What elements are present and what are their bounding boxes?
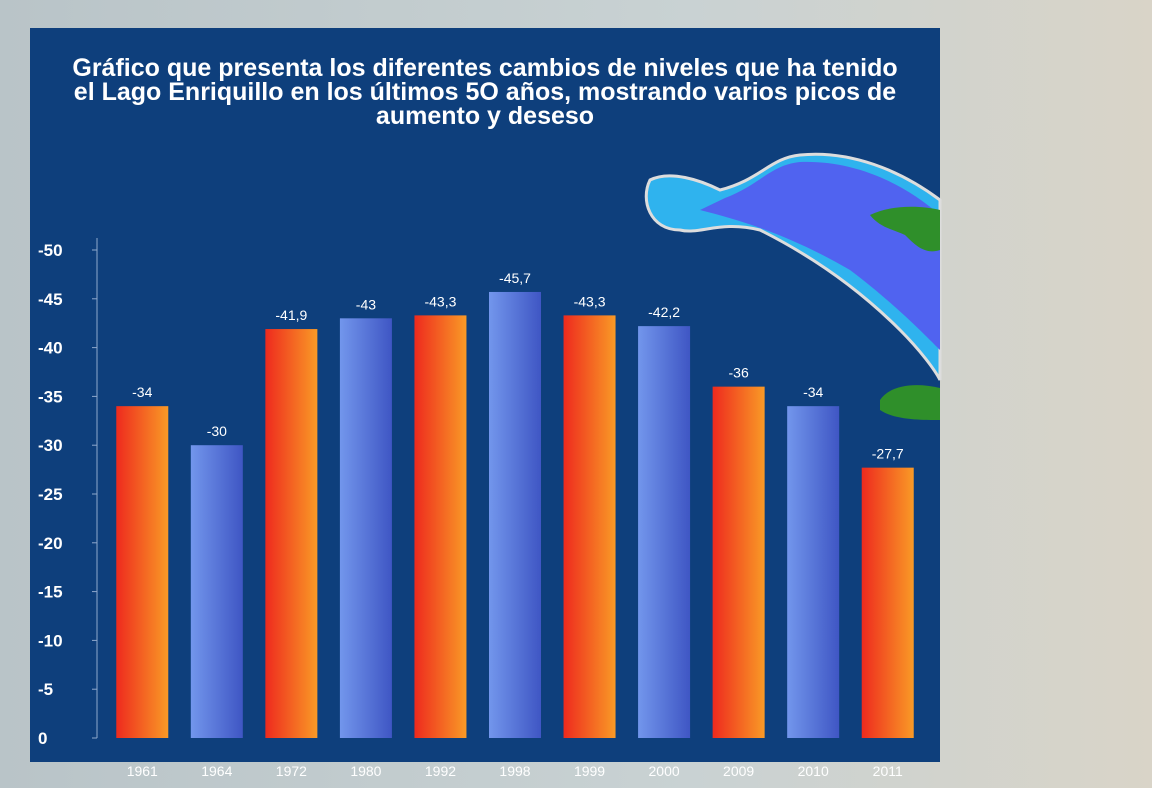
- y-tick-label: -45: [38, 290, 63, 309]
- value-label: -45,7: [499, 270, 531, 286]
- x-tick-label: 2000: [649, 763, 680, 779]
- bar: [339, 318, 392, 738]
- x-tick-label: 1998: [499, 763, 530, 779]
- value-label: -42,2: [648, 304, 680, 320]
- y-tick-label: -5: [38, 680, 53, 699]
- value-label: -43,3: [424, 293, 456, 309]
- lake-map: [644, 152, 942, 420]
- y-tick-label: -35: [38, 387, 63, 406]
- x-tick-label: 1980: [350, 763, 381, 779]
- bar: [563, 315, 616, 738]
- y-tick-label: -10: [38, 631, 63, 650]
- value-label: -34: [132, 384, 152, 400]
- value-label: -36: [729, 365, 749, 381]
- x-tick-label: 1961: [127, 763, 158, 779]
- value-label: -41,9: [275, 307, 307, 323]
- bar: [265, 329, 318, 738]
- y-tick-label: 0: [38, 729, 47, 748]
- bar: [190, 445, 243, 738]
- bar: [712, 386, 765, 738]
- x-tick-label: 2011: [873, 763, 903, 779]
- y-tick-label: -20: [38, 534, 63, 553]
- value-label: -43: [356, 296, 376, 312]
- y-tick-label: -30: [38, 436, 63, 455]
- bar: [414, 315, 467, 738]
- value-label: -43,3: [574, 293, 606, 309]
- x-tick-label: 2009: [723, 763, 754, 779]
- value-label: -34: [803, 384, 823, 400]
- value-label: -27,7: [872, 446, 904, 462]
- bar: [787, 406, 840, 738]
- x-tick-label: 1964: [201, 763, 232, 779]
- value-label: -30: [207, 423, 227, 439]
- y-tick-label: -50: [38, 241, 63, 260]
- x-tick-label: 1999: [574, 763, 605, 779]
- chart-title: Gráfico que presenta los diferentes camb…: [72, 54, 898, 130]
- y-tick-label: -25: [38, 485, 63, 504]
- y-tick-label: -15: [38, 583, 63, 602]
- bar: [489, 291, 541, 738]
- x-tick-label: 1972: [276, 763, 307, 779]
- x-tick-label: 1992: [425, 763, 456, 779]
- bar: [638, 326, 691, 738]
- bar: [116, 406, 169, 738]
- bar: [861, 467, 914, 738]
- y-tick-label: -40: [38, 339, 63, 358]
- x-tick-label: 2010: [798, 763, 829, 779]
